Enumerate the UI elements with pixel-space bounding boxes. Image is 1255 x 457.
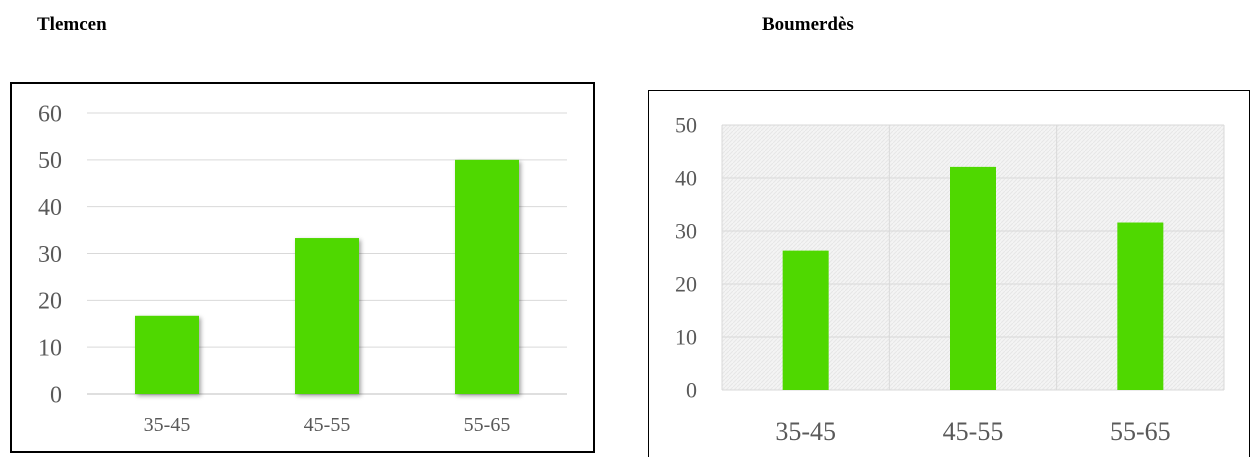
boumerdes-x-tick-label: 55-65 (1110, 417, 1171, 446)
boumerdes-bar-35-45 (782, 250, 829, 390)
tlemcen-x-tick-label: 55-65 (464, 414, 511, 436)
boumerdes-y-tick-label: 0 (686, 378, 697, 403)
boumerdes-x-tick-label: 45-55 (943, 417, 1004, 446)
tlemcen-y-tick-label: 0 (50, 382, 62, 408)
boumerdes-y-tick-label: 30 (675, 219, 697, 244)
boumerdes-y-tick-label: 10 (675, 325, 697, 350)
boumerdes-bar-45-55 (950, 166, 996, 390)
chart-tlemcen: 0 10 20 30 40 50 60 35-45 45-55 55-65 (38, 101, 567, 436)
tlemcen-y-tick-label: 60 (38, 101, 62, 127)
chart-title-boumerdes: Boumerdès (762, 14, 854, 35)
boumerdes-y-tick-label: 40 (675, 166, 697, 191)
boumerdes-bar-55-65 (1117, 222, 1164, 390)
tlemcen-bar-35-45 (135, 315, 199, 394)
boumerdes-y-tick-label: 20 (675, 272, 697, 297)
boumerdes-x-tick-label: 35-45 (775, 417, 836, 446)
tlemcen-y-tick-label: 10 (38, 336, 62, 362)
boumerdes-y-tick-label: 50 (675, 113, 697, 138)
tlemcen-y-tick-label: 30 (38, 242, 62, 268)
tlemcen-bar-45-55 (295, 238, 359, 394)
tlemcen-bar-55-65 (455, 159, 519, 394)
tlemcen-y-tick-label: 50 (38, 148, 62, 174)
chart-frame-tlemcen: 0 10 20 30 40 50 60 35-45 45-55 55-65 (10, 82, 595, 453)
chart-frame-boumerdes: 0 10 20 30 40 50 35-45 45-55 55-65 (648, 90, 1250, 457)
tlemcen-y-tick-label: 20 (38, 289, 62, 315)
tlemcen-y-tick-label: 40 (38, 195, 62, 221)
chart-title-tlemcen: Tlemcen (37, 14, 107, 35)
tlemcen-x-tick-label: 35-45 (144, 414, 191, 436)
chart-boumerdes: 0 10 20 30 40 50 35-45 45-55 55-65 (675, 113, 1225, 446)
tlemcen-x-tick-label: 45-55 (304, 414, 351, 436)
